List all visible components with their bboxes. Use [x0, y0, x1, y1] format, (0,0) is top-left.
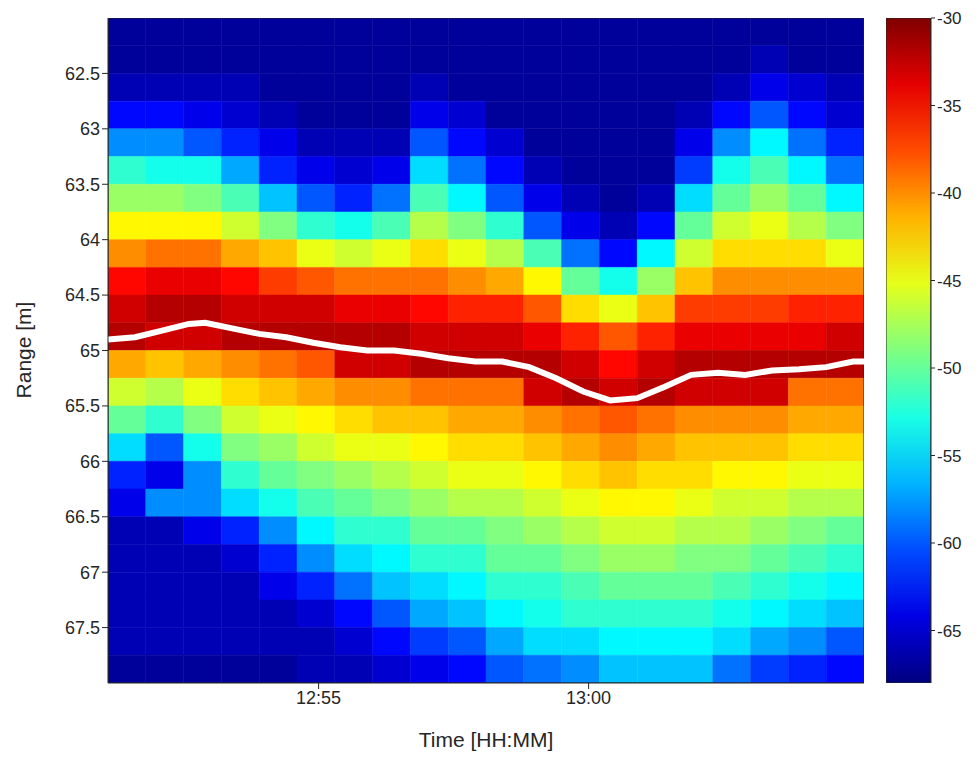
svg-text:67: 67 [80, 563, 100, 583]
html-text:Time [HH:MM]: Time [HH:MM] [418, 728, 554, 751]
svg-text:-50: -50 [937, 359, 962, 378]
svg-text:66: 66 [80, 452, 100, 472]
svg-text:64: 64 [80, 230, 100, 250]
html-text:Range [m]: Range [m] [12, 301, 35, 399]
svg-text:-65: -65 [937, 622, 962, 641]
svg-text:67.5: 67.5 [65, 618, 100, 638]
svg-text:66.5: 66.5 [65, 507, 100, 527]
svg-text:12:55: 12:55 [296, 688, 341, 708]
svg-text:65.5: 65.5 [65, 396, 100, 416]
svg-text:63.5: 63.5 [65, 175, 100, 195]
svg-text:63: 63 [80, 119, 100, 139]
svg-text:13:00: 13:00 [566, 688, 611, 708]
svg-text:-55: -55 [937, 447, 962, 466]
svg-text:-30: -30 [937, 9, 962, 28]
svg-text:-35: -35 [937, 97, 962, 116]
svg-text:64.5: 64.5 [65, 285, 100, 305]
svg-text:-40: -40 [937, 184, 962, 203]
svg-text:62.5: 62.5 [65, 64, 100, 84]
svg-text:65: 65 [80, 341, 100, 361]
svg-text:-60: -60 [937, 534, 962, 553]
svg-text:-45: -45 [937, 272, 962, 291]
